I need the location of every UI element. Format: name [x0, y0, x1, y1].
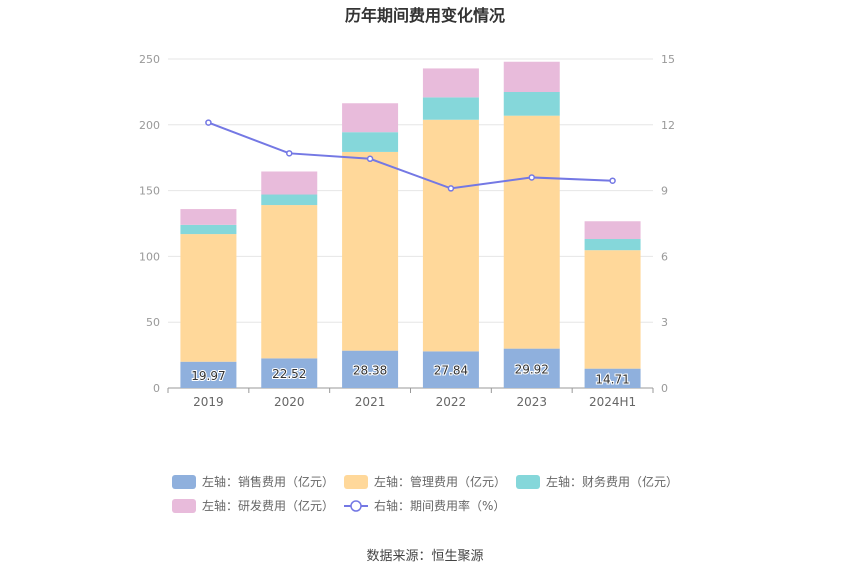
x-axis-tick-label: 2024H1 [589, 395, 636, 409]
bar-data-label: 19.97 [191, 369, 225, 383]
bar-data-label: 14.71 [595, 372, 629, 386]
bar-segment [180, 234, 237, 362]
x-axis-tick-label: 2021 [355, 395, 386, 409]
x-axis-tick-label: 2020 [274, 395, 305, 409]
legend: 左轴：销售费用（亿元） 左轴：管理费用（亿元） 左轴：财务费用（亿元） 左轴：研发费用… [172, 474, 678, 513]
right-axis-tick-label: 0 [661, 382, 668, 395]
bar-segment [422, 68, 479, 98]
bar-segment [342, 103, 399, 133]
bar-segment [261, 171, 318, 195]
x-axis-tick-label: 2023 [516, 395, 547, 409]
bar-segment [584, 221, 641, 240]
legend-swatch [172, 475, 196, 489]
left-axis-tick-label: 50 [146, 316, 160, 329]
bar-data-label: 29.92 [515, 362, 549, 376]
bar-segment [422, 97, 479, 120]
bar-segment [422, 351, 479, 388]
legend-swatch [516, 475, 540, 489]
right-axis-tick-label: 3 [661, 316, 668, 329]
bar-segment [342, 132, 399, 152]
line-series [205, 119, 616, 192]
bar-segment [503, 92, 560, 116]
legend-swatch [172, 499, 196, 513]
right-axis-tick-label: 15 [661, 53, 675, 66]
data-labels: 19.97 22.52 28.38 27.84 29.92 14.71 [190, 361, 631, 387]
left-axis-tick-label: 0 [153, 382, 160, 395]
chart-title: 历年期间费用变化情况 [345, 6, 505, 25]
bar-data-label: 27.84 [434, 364, 468, 378]
gridlines [168, 58, 653, 323]
legend-label: 左轴：财务费用（亿元） [546, 474, 678, 489]
x-axis-tick-label: 2022 [436, 395, 467, 409]
bar-segment [180, 209, 237, 225]
axes: 0 50 100 150 200 250 0 3 6 9 12 15 2019 2020 2021 2022 2… [139, 53, 675, 409]
left-axis-tick-label: 200 [139, 119, 160, 132]
bar-segment [342, 350, 399, 388]
rate-line-point [205, 119, 212, 126]
right-axis-tick-label: 12 [661, 119, 675, 132]
rate-line [208, 121, 613, 190]
bar-segment [261, 194, 318, 206]
bar-segment [180, 224, 237, 235]
x-axis-tick-label: 2019 [193, 395, 224, 409]
legend-swatch [344, 475, 368, 489]
bar-segment [584, 250, 641, 369]
legend-label: 左轴：研发费用（亿元） [202, 498, 334, 513]
bar-segment [584, 239, 641, 251]
rate-line-point [528, 174, 535, 181]
bar-segment [180, 361, 237, 388]
bar-segment [261, 358, 318, 388]
rate-line-point [609, 177, 616, 184]
bar-segment [422, 119, 479, 352]
left-axis-tick-label: 100 [139, 250, 160, 263]
bar-segment [342, 151, 399, 351]
bar-segment [503, 115, 560, 349]
bars [180, 61, 641, 388]
right-axis-tick-label: 9 [661, 185, 668, 198]
left-axis-tick-label: 250 [139, 53, 160, 66]
rate-line-point [286, 150, 293, 157]
bar-data-label: 28.38 [353, 363, 387, 377]
source-text: 数据来源：恒生聚源 [366, 549, 483, 564]
right-axis-tick-label: 6 [661, 250, 668, 263]
bar-data-label: 22.52 [272, 367, 306, 381]
bar-segment [584, 368, 641, 388]
legend-line-marker [350, 500, 362, 512]
rate-line-point [366, 155, 374, 163]
left-axis-tick-label: 150 [139, 185, 160, 198]
bar-segment [503, 348, 560, 388]
rate-line-point [447, 185, 455, 192]
legend-label: 左轴：管理费用（亿元） [374, 474, 506, 489]
bar-segment [261, 205, 318, 359]
legend-label: 左轴：销售费用（亿元） [202, 474, 334, 489]
bar-segment [503, 61, 560, 93]
legend-label: 右轴：期间费用率（%） [374, 498, 505, 513]
